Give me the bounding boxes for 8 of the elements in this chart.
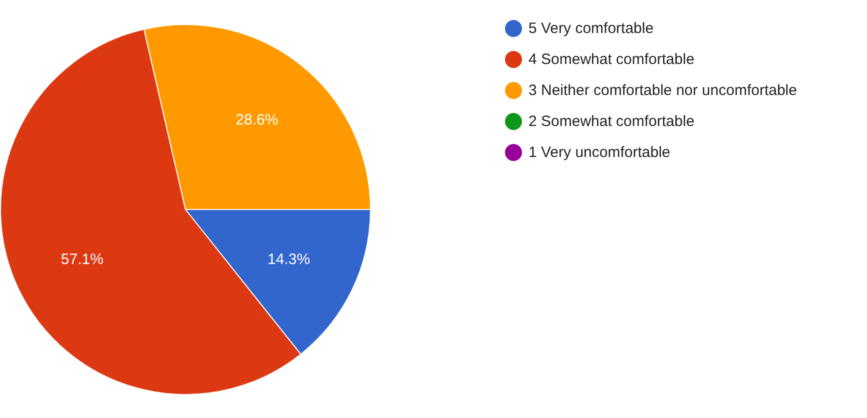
legend-label: 4 Somewhat comfortable — [528, 51, 694, 68]
data-label: 28.6% — [236, 111, 278, 128]
legend-label: 5 Very comfortable — [528, 20, 654, 37]
data-label: 14.3% — [268, 250, 310, 268]
legend-label: 3 Neither comfortable nor uncomfortable — [528, 82, 797, 99]
data-label: 57.1% — [60, 250, 104, 268]
legend-label: 2 Somewhat comfortable — [528, 113, 694, 130]
legend-label: 1 Very uncomfortable — [528, 144, 670, 161]
